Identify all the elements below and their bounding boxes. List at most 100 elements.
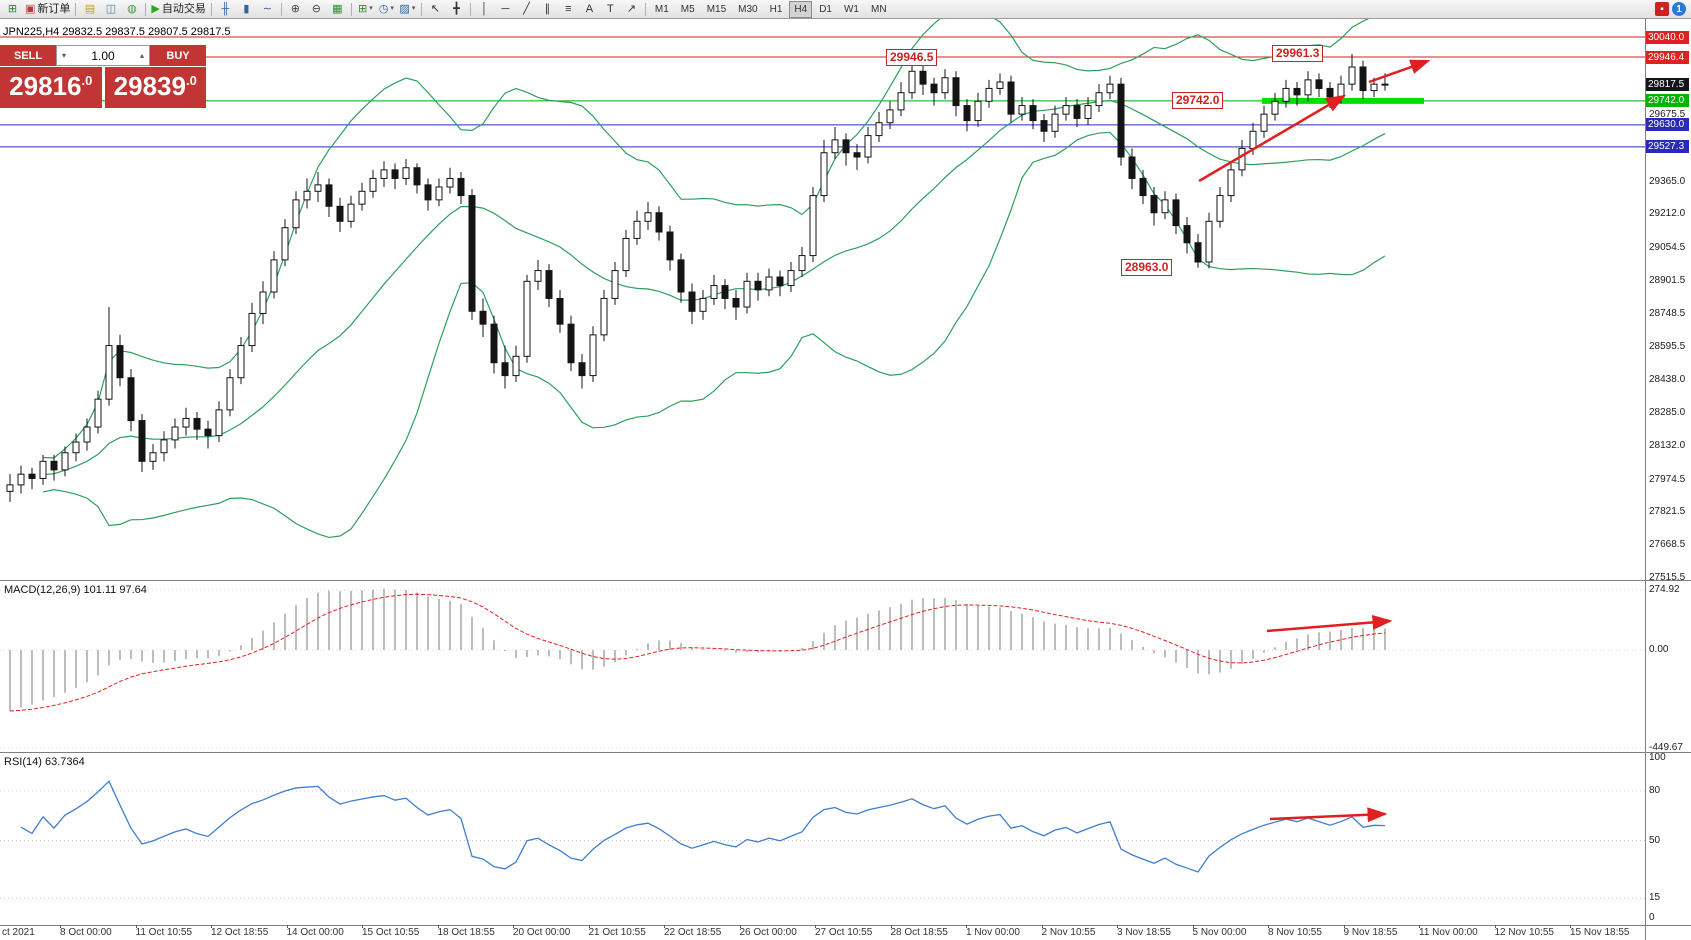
auto-trading-button[interactable]: ▶ 自动交易 [149,1,207,17]
new-chart-icon[interactable]: ⊞ [2,1,23,17]
periods-button[interactable]: ◷ ▾ [376,1,397,17]
time-axis-tick [588,925,590,928]
price-callout-label[interactable]: 29961.3 [1272,45,1324,62]
price-marker-badge: 29630.0 [1646,118,1689,132]
toolbar-separator [75,2,77,16]
trendline-tool-icon[interactable]: ╱ [516,1,537,17]
indicators-button[interactable]: ⊞ ▾ [355,1,376,17]
timeframe-button-mn[interactable]: MN [870,3,887,15]
price-axis-tick: 28132.0 [1649,439,1686,451]
terminal-icon[interactable]: ◍ [121,1,142,17]
time-axis-label: 8 Oct 00:00 [60,927,112,938]
price-axis-tick: 28901.5 [1649,274,1686,286]
toolbar-right: ▪ 1 [1655,2,1689,16]
price-marker-badge: 29946.4 [1646,50,1689,64]
time-axis-label: 15 Oct 10:55 [362,927,420,938]
auto-trading-button-label: 自动交易 [161,3,206,15]
zoom-out-icon-glyph: ⊖ [311,3,321,15]
price-callout-label[interactable]: 28963.0 [1121,259,1173,276]
crosshair-icon[interactable]: ╋ [446,1,467,17]
text-tool-icon[interactable]: A [579,1,600,17]
arrows-tool-icon[interactable]: ↗ [621,1,642,17]
channel-tool-icon[interactable]: ∥ [537,1,558,17]
time-axis-tick [1192,925,1194,928]
market-watch-icon[interactable]: ◫ [100,1,121,17]
terminal-icon-glyph: ◍ [127,3,137,15]
sell-button[interactable]: SELL [0,45,56,66]
timeframe-button-d1[interactable]: D1 [819,3,832,15]
label-tool-icon[interactable]: T [600,1,621,17]
fibonacci-tool-icon[interactable]: ≡ [558,1,579,17]
time-axis-tick [437,925,439,928]
timeframe-button-h4[interactable]: H4 [789,0,813,18]
horizontal-line-tool-icon-glyph: ─ [501,3,510,15]
time-axis-label: 26 Oct 00:00 [739,927,797,938]
time-axis-tick [211,925,212,928]
time-axis-tick [1570,925,1571,928]
time-axis-tick [362,925,363,928]
new-order-button[interactable]: ▣ 新订单 [23,1,72,17]
channel-tool-icon-glyph: ∥ [544,3,551,15]
price-callout-label[interactable]: 29946.5 [886,49,938,66]
line-chart-type-icon[interactable]: ∼ [257,1,278,17]
text-tool-icon-glyph: A [585,3,594,15]
sell-price[interactable]: 29816 .0 [0,67,102,108]
grid-icon[interactable]: ▦ [327,1,348,17]
time-axis-border [0,925,1691,926]
label-tool-icon-glyph: T [607,3,614,15]
alert-stop-icon[interactable]: ▪ [1655,2,1669,16]
notification-count-badge[interactable]: 1 [1672,2,1686,16]
price-axis-tick: 27974.5 [1649,473,1686,485]
price-marker-badge: 29742.0 [1646,94,1689,108]
buy-button[interactable]: BUY [150,45,206,66]
price-callout-label[interactable]: 29742.0 [1172,92,1224,109]
charts-folder-icon-glyph: ▤ [84,3,96,15]
price-axis-tick: 29365.0 [1649,175,1686,187]
price-axis-tick: 29054.5 [1649,242,1686,254]
timeframe-button-m5[interactable]: M5 [680,3,695,15]
buy-price[interactable]: 29839 .0 [104,67,206,108]
timeframe-button-w1[interactable]: W1 [843,3,859,15]
charts-folder-icon[interactable]: ▤ [79,1,100,17]
new-order-button-label: 新订单 [37,3,71,15]
timeframe-button-m30[interactable]: M30 [738,3,758,15]
cursor-pointer-icon[interactable]: ↖ [425,1,446,17]
volume-input[interactable]: 1.00 [91,48,115,63]
time-axis-tick [286,925,288,928]
horizontal-line-tool-icon[interactable]: ─ [495,1,516,17]
time-axis-label: 18 Oct 18:55 [437,927,495,938]
bar-chart-type-icon-glyph: ╫ [221,3,230,15]
timeframe-button-m15[interactable]: M15 [706,3,727,15]
time-axis-tick [966,925,967,928]
rsi-axis-tick: 0 [1649,912,1655,923]
time-axis-label: 9 Nov 18:55 [1343,927,1398,938]
time-axis-label: 21 Oct 10:55 [588,927,646,938]
time-axis-label: 11 Nov 00:00 [1419,927,1478,938]
timeframe-button-m1[interactable]: M1 [654,3,669,15]
time-axis-tick [1494,925,1496,928]
macd-splitter[interactable] [0,580,1691,581]
candlestick-chart-type-icon[interactable]: ▮ [236,1,257,17]
time-axis-label: 27 Oct 10:55 [815,927,873,938]
templates-button[interactable]: ▨ ▾ [397,1,418,17]
time-axis-tick [135,925,137,928]
zoom-in-icon[interactable]: ⊕ [285,1,306,17]
bar-chart-type-icon[interactable]: ╫ [215,1,236,17]
timeframe-button-h1[interactable]: H1 [769,3,783,15]
rsi-label: RSI(14) 63.7364 [4,756,85,768]
trendline-tool-icon-glyph: ╱ [523,3,530,15]
volume-decrease-button[interactable]: ▾ [61,51,66,60]
vertical-line-tool-icon[interactable]: │ [474,1,495,17]
volume-increase-button[interactable]: ▴ [139,51,144,60]
rsi-axis-tick: 15 [1649,892,1661,904]
toolbar-separator [280,2,282,16]
line-chart-type-icon-glyph: ∼ [262,3,272,15]
rsi-splitter[interactable] [0,752,1691,753]
templates-glyph: ▨ [399,3,410,15]
zoom-out-icon[interactable]: ⊖ [306,1,327,17]
time-axis-tick [1117,925,1118,928]
volume-stepper: ▾ 1.00 ▴ [56,45,150,66]
macd-label: MACD(12,26,9) 101.11 97.64 [4,584,147,596]
one-click-trade-panel: SELL ▾ 1.00 ▴ BUY 29816 .0 29839 .0 [0,45,206,108]
